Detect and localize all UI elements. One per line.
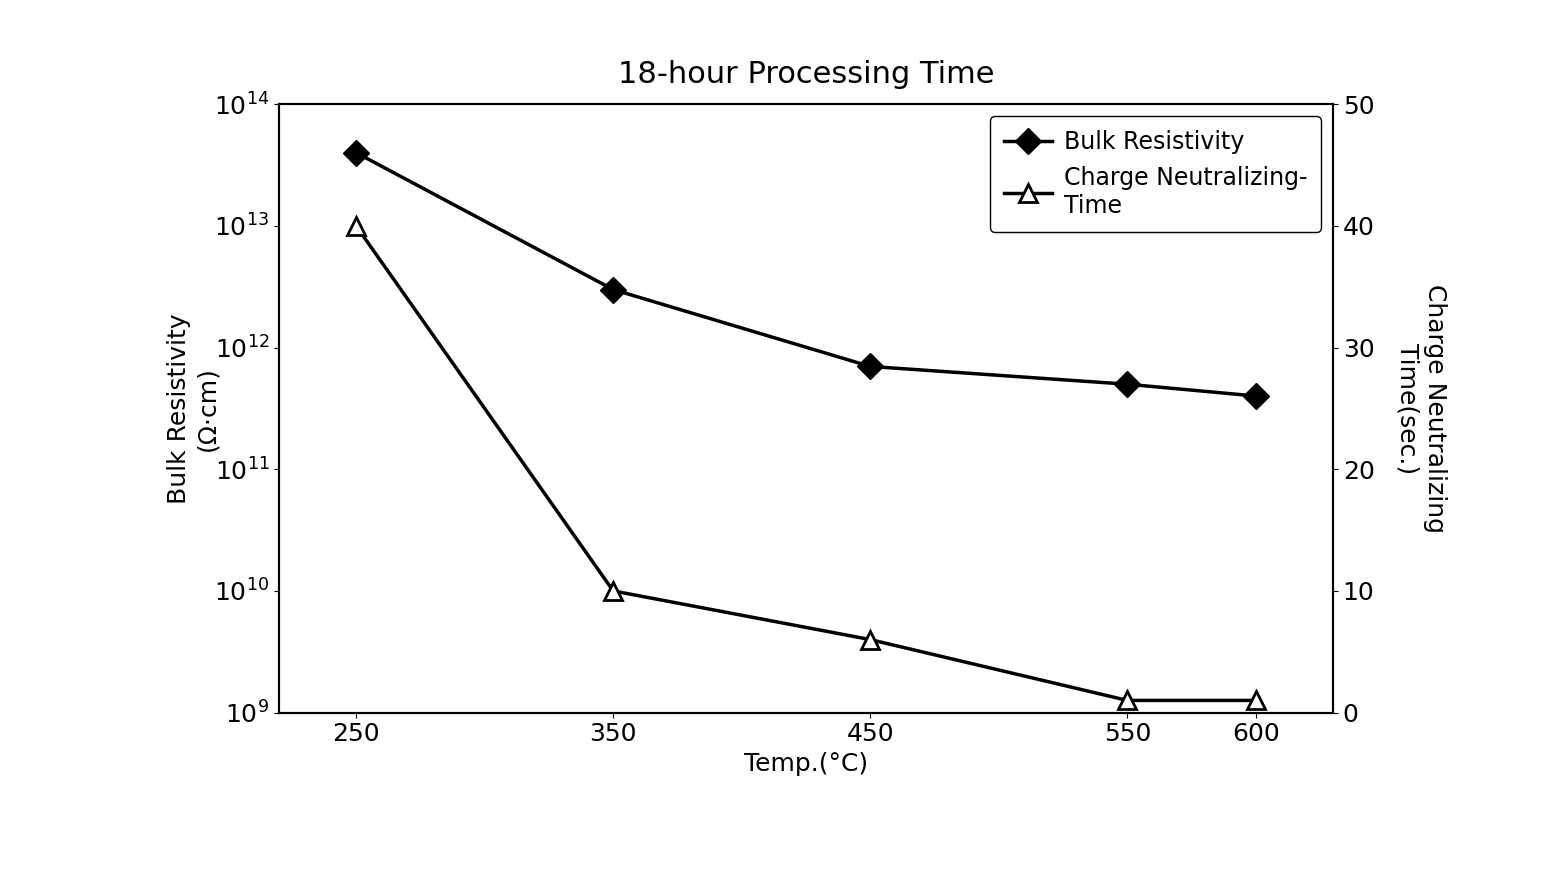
- Bulk Resistivity: [347, 148, 366, 158]
- Charge Neutralizing
Time: [860, 634, 879, 645]
- Charge Neutralizing
Time: [1246, 695, 1265, 706]
- Charge Neutralizing
Time: [347, 221, 366, 231]
- Legend: Bulk Resistivity, Charge Neutralizing-
Time: Bulk Resistivity, Charge Neutralizing- T…: [990, 116, 1321, 232]
- Line: Bulk Resistivity: Bulk Resistivity: [347, 143, 1265, 405]
- Y-axis label: Bulk Resistivity
(Ω·cm): Bulk Resistivity (Ω·cm): [167, 313, 219, 504]
- Bulk Resistivity: [860, 362, 879, 372]
- Title: 18-hour Processing Time: 18-hour Processing Time: [618, 61, 994, 90]
- Line: Charge Neutralizing
Time: Charge Neutralizing Time: [347, 217, 1265, 709]
- Charge Neutralizing
Time: [604, 586, 623, 596]
- Bulk Resistivity: [1246, 391, 1265, 401]
- Bulk Resistivity: [1118, 379, 1136, 389]
- Bulk Resistivity: [604, 284, 623, 295]
- X-axis label: Temp.(°C): Temp.(°C): [744, 752, 868, 776]
- Charge Neutralizing
Time: [1118, 695, 1136, 706]
- Y-axis label: Charge Neutralizing
Time(sec.): Charge Neutralizing Time(sec.): [1395, 284, 1448, 533]
